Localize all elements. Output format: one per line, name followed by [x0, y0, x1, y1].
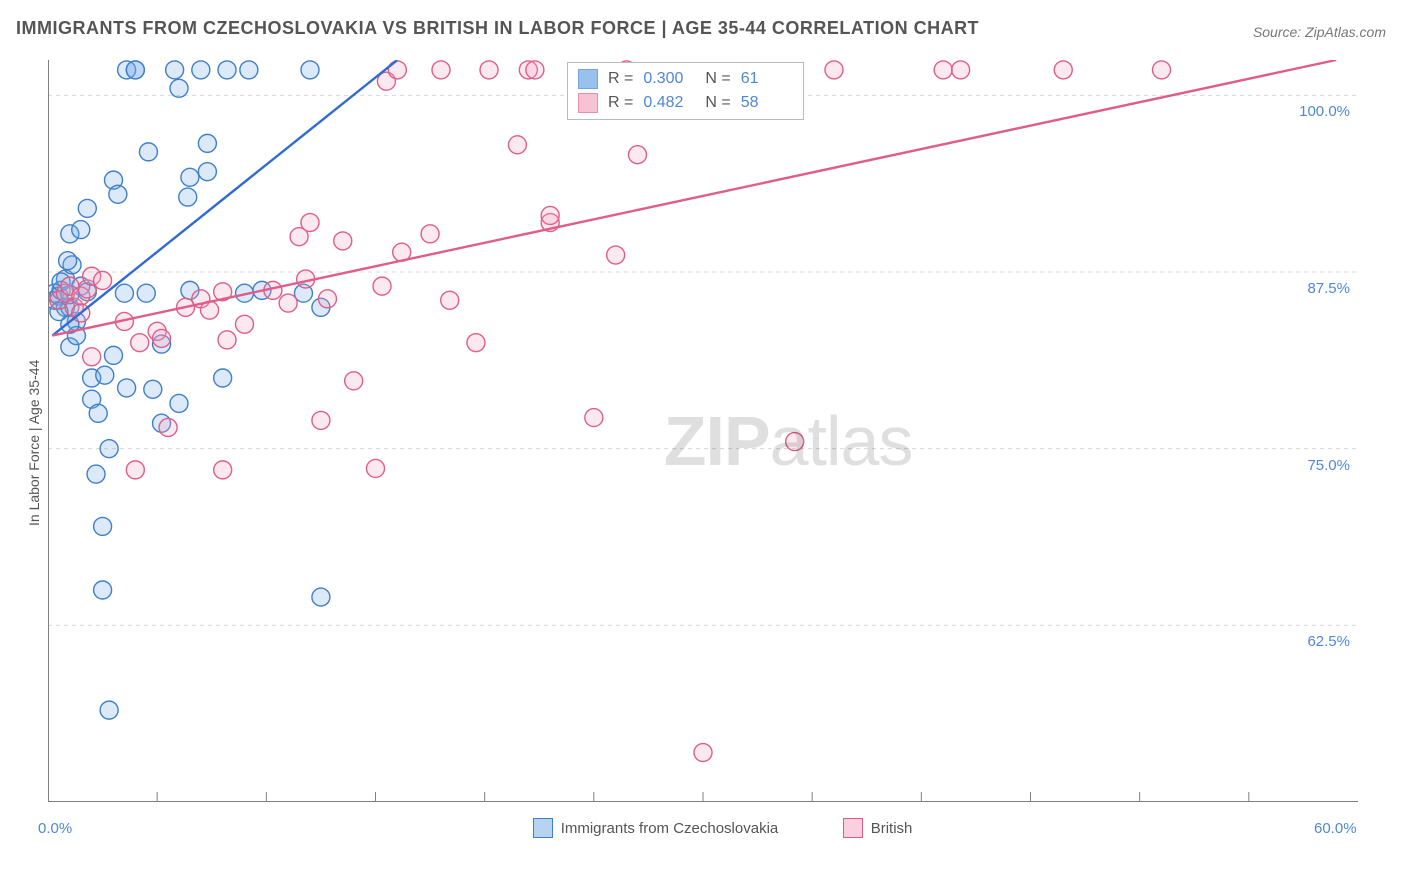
legend-label: Immigrants from Czechoslovakia — [561, 820, 779, 837]
stats-N-label: N = — [705, 70, 730, 88]
y-axis-label: In Labor Force | Age 35-44 — [26, 360, 42, 526]
stats-R-label: R = — [608, 70, 633, 88]
source-label: Source: ZipAtlas.com — [1253, 24, 1386, 40]
x-axis-min-label: 0.0% — [38, 820, 72, 837]
stats-row: R = 0.300 N = 61 — [578, 67, 793, 91]
y-tick-label: 87.5% — [1286, 280, 1350, 297]
legend-item: Immigrants from Czechoslovakia — [533, 818, 779, 838]
stats-R-value: 0.300 — [643, 70, 695, 88]
stats-R-value: 0.482 — [643, 94, 695, 112]
x-axis-max-label: 60.0% — [1314, 820, 1357, 837]
legend-label: British — [871, 820, 913, 837]
stats-N-value: 61 — [741, 70, 793, 88]
y-tick-label: 100.0% — [1286, 103, 1350, 120]
stats-N-value: 58 — [741, 94, 793, 112]
y-tick-label: 75.0% — [1286, 457, 1350, 474]
stats-swatch — [578, 69, 598, 89]
stats-row: R = 0.482 N = 58 — [578, 91, 793, 115]
stats-R-label: R = — [608, 94, 633, 112]
scatter-plot — [48, 60, 1358, 802]
stats-swatch — [578, 93, 598, 113]
chart-title: IMMIGRANTS FROM CZECHOSLOVAKIA VS BRITIS… — [16, 18, 979, 39]
y-tick-label: 62.5% — [1286, 633, 1350, 650]
legend-swatch — [843, 818, 863, 838]
stats-legend-box: R = 0.300 N = 61 R = 0.482 N = 58 — [567, 62, 804, 120]
chart-container: IMMIGRANTS FROM CZECHOSLOVAKIA VS BRITIS… — [0, 0, 1406, 892]
legend-item: British — [843, 818, 913, 838]
legend-swatch — [533, 818, 553, 838]
stats-N-label: N = — [705, 94, 730, 112]
